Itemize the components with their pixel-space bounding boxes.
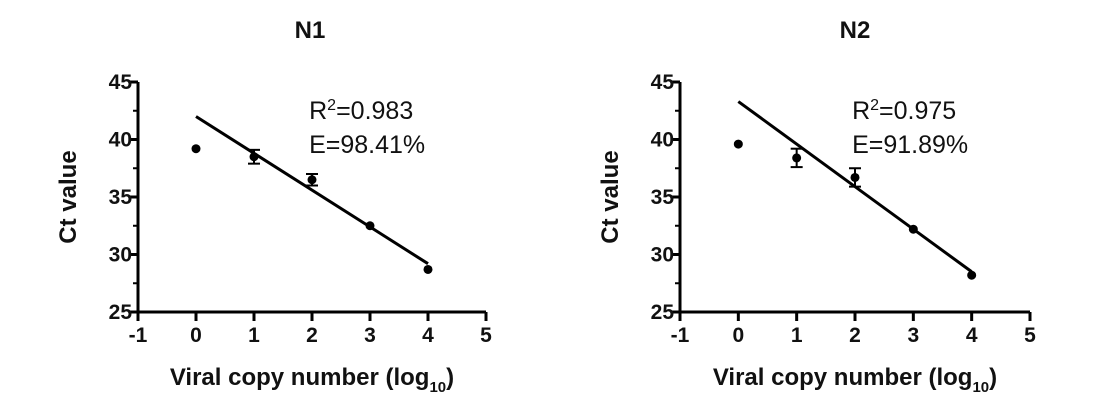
y-tick-label: 30 bbox=[109, 244, 132, 267]
x-tick-label: 5 bbox=[1024, 324, 1036, 347]
r-squared-annotation: R2=0.983 bbox=[309, 97, 413, 125]
data-point bbox=[249, 152, 259, 162]
chart-title: N2 bbox=[840, 17, 871, 44]
data-point bbox=[365, 221, 375, 231]
chart-title: N1 bbox=[295, 17, 326, 44]
x-axis-label: Viral copy number (log10) bbox=[170, 364, 454, 396]
x-tick-label: 5 bbox=[480, 324, 492, 347]
y-tick-label: 25 bbox=[651, 301, 675, 324]
y-tick-label: 40 bbox=[651, 129, 674, 152]
x-tick-label: 2 bbox=[306, 324, 318, 347]
y-axis-label: Ct value bbox=[597, 150, 624, 243]
y-tick-label: 45 bbox=[651, 71, 675, 94]
x-tick-label: -1 bbox=[671, 324, 690, 347]
x-tick-label: 1 bbox=[248, 324, 260, 347]
y-tick-label: 25 bbox=[109, 301, 133, 324]
efficiency-annotation: E=91.89% bbox=[852, 131, 968, 159]
r-squared-annotation: R2=0.975 bbox=[852, 97, 956, 125]
x-tick-label: 3 bbox=[364, 324, 376, 347]
y-tick-label: 45 bbox=[109, 71, 133, 94]
data-point bbox=[191, 144, 201, 154]
x-tick-label: 0 bbox=[732, 324, 744, 347]
data-point bbox=[307, 175, 317, 185]
y-tick-label: 35 bbox=[109, 186, 133, 209]
x-tick-label: 3 bbox=[907, 324, 919, 347]
data-point bbox=[967, 270, 977, 280]
y-tick-label: 40 bbox=[109, 129, 132, 152]
data-point bbox=[908, 224, 918, 234]
x-tick-label: 4 bbox=[422, 324, 434, 347]
data-point bbox=[850, 172, 860, 182]
x-axis-label: Viral copy number (log10) bbox=[713, 364, 997, 396]
regression-line bbox=[195, 115, 429, 265]
y-tick-label: 35 bbox=[651, 186, 675, 209]
y-tick-label: 30 bbox=[651, 244, 674, 267]
y-axis-label: Ct value bbox=[55, 150, 82, 243]
x-tick-label: 4 bbox=[966, 324, 978, 347]
efficiency-annotation: E=98.41% bbox=[309, 131, 425, 159]
data-point bbox=[423, 264, 433, 274]
x-tick-label: 2 bbox=[849, 324, 861, 347]
data-point bbox=[792, 153, 802, 163]
x-tick-label: 1 bbox=[791, 324, 803, 347]
x-tick-label: -1 bbox=[129, 324, 148, 347]
x-tick-label: 0 bbox=[190, 324, 202, 347]
data-point bbox=[733, 139, 743, 149]
